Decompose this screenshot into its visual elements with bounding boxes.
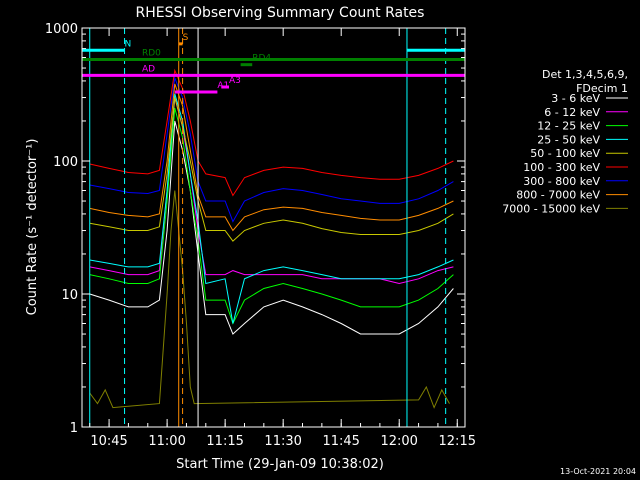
x-tick-label-4: 11:45 [322,434,359,449]
state-label-3: RD0 [142,48,161,58]
y-tick-label-3: 1000 [45,22,78,37]
x-tick-label-2: 11:15 [206,434,243,449]
axis-layer: 10:45 11:00 11:15 11:30 11:45 12:00 12:15 1 10 10… [45,22,476,449]
legend-label-0: 3 - 6 keV [551,92,600,105]
chart-title: RHESSI Observing Summary Count Rates [136,5,425,21]
legend-header-1: FDecim 1 [576,82,628,95]
x-tick-label-5: 12:00 [380,434,417,449]
y-axis-label: Count Rate (s⁻¹ detector⁻¹) [25,139,40,316]
series-line-4 [89,97,454,242]
series-layer [89,68,454,409]
y-tick-label-2: 100 [53,155,78,170]
x-axis-label: Start Time (29-Jan-09 10:38:02) [176,457,384,472]
legend-label-2: 12 - 25 keV [537,120,600,133]
annotation-layer: NSRD0RD4ADA1A3 [82,28,465,427]
x-tick-label-3: 11:30 [264,434,301,449]
legend-header-0: Det 1,3,4,5,6,9, [542,68,628,81]
state-label-4: RD4 [252,54,271,64]
y-tick-label-0: 1 [70,421,78,436]
state-label-0: N [125,39,132,49]
timestamp: 13-Oct-2021 20:04 [560,467,636,476]
legend-label-6: 300 - 800 keV [523,175,600,188]
series-line-2 [89,107,454,325]
state-label-2: S [183,33,189,43]
x-tick-label-0: 10:45 [90,434,127,449]
state-label-5: AD [142,64,155,74]
legend-label-7: 800 - 7000 keV [516,189,600,202]
series-line-0 [89,120,454,335]
legend-label-4: 50 - 100 keV [530,147,600,160]
plot-frame [81,27,466,428]
series-line-3 [89,93,454,324]
series-line-5 [89,68,454,197]
x-tick-label-1: 11:00 [148,434,185,449]
legend-label-5: 100 - 300 keV [523,161,600,174]
legend-label-3: 25 - 50 keV [537,133,600,146]
series-line-6 [89,76,454,223]
series-line-8 [89,190,450,409]
x-tick-label-6: 12:15 [439,434,476,449]
legend-label-1: 6 - 12 keV [544,106,600,119]
state-label-7: A3 [229,76,241,86]
series-line-7 [89,83,454,232]
y-tick-label-1: 10 [61,288,78,303]
legend-label-8: 7000 - 15000 keV [502,202,600,215]
